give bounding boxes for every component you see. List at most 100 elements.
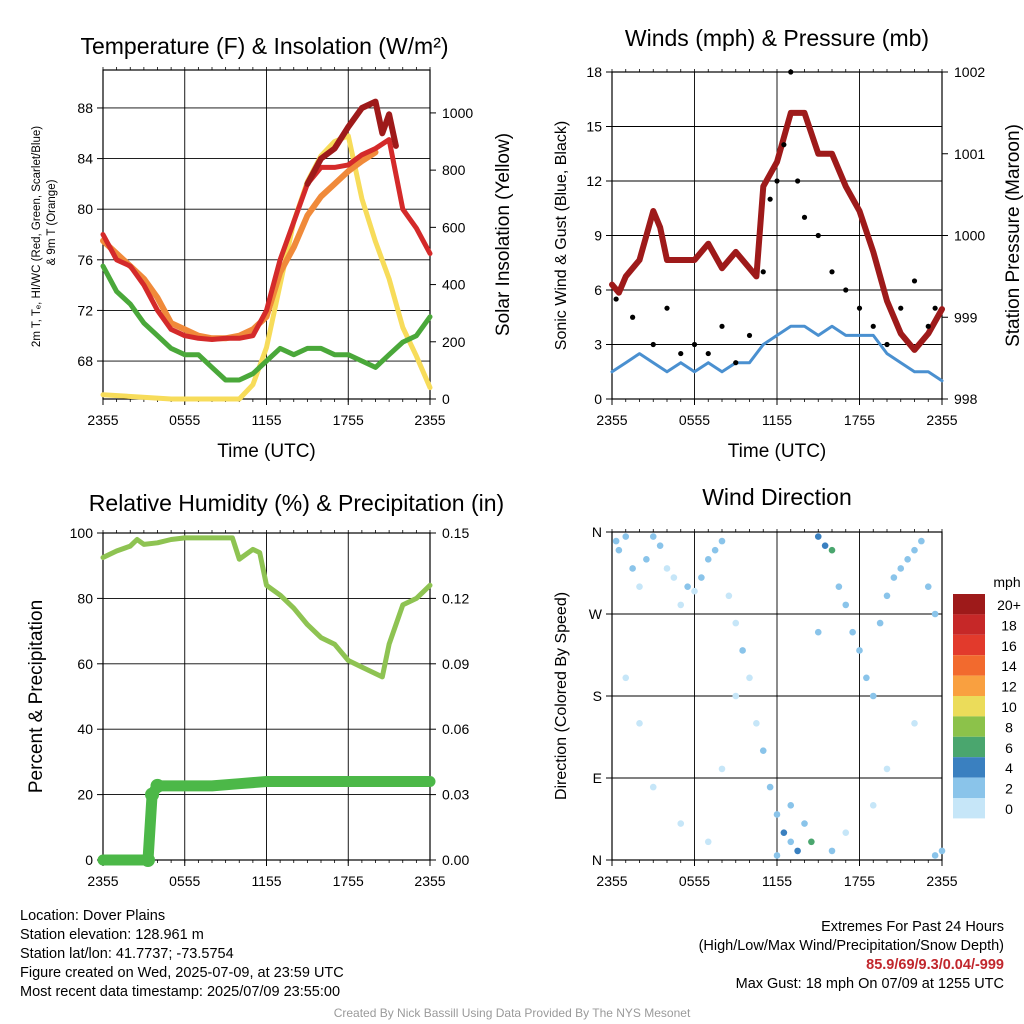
y-tick-label-left: S xyxy=(593,688,602,704)
direction-point xyxy=(849,628,856,636)
gust-point xyxy=(788,69,794,75)
x-tick-label: 1155 xyxy=(762,873,792,889)
gust-point xyxy=(884,341,890,348)
gust-point xyxy=(801,214,808,220)
x-axis-label: Time (UTC) xyxy=(217,441,316,462)
direction-point xyxy=(766,783,774,791)
y-tick-label-right: 0.15 xyxy=(442,525,469,541)
series-line-precipitation xyxy=(97,776,436,866)
legend-label: 12 xyxy=(1001,679,1017,695)
gust-point xyxy=(767,196,773,202)
direction-point xyxy=(842,601,850,609)
gust-point xyxy=(746,332,753,339)
direction-point xyxy=(649,783,657,791)
direction-point xyxy=(636,720,643,727)
series-line-2m-t xyxy=(100,137,433,342)
legend-label: 4 xyxy=(1005,760,1013,776)
direction-point xyxy=(931,852,939,859)
x-tick-label: 0555 xyxy=(679,873,710,889)
plot-frame xyxy=(102,532,431,861)
direction-point xyxy=(856,647,863,654)
y-tick-label-left: W xyxy=(589,606,603,622)
y-tick-label-right: 998 xyxy=(954,391,978,407)
x-tick-label: 1155 xyxy=(251,873,281,889)
direction-point xyxy=(787,802,795,809)
direction-point xyxy=(773,811,781,818)
x-tick-label: 0555 xyxy=(169,873,200,889)
series-line-td xyxy=(100,263,433,383)
y-axis-label-left: Direction (Colored By Speed) xyxy=(553,592,570,800)
legend-swatch xyxy=(953,696,985,717)
direction-point xyxy=(814,533,822,540)
direction-point xyxy=(911,720,918,727)
gust-point xyxy=(898,305,904,311)
legend-swatch xyxy=(953,777,985,798)
direction-point xyxy=(677,601,685,609)
y-tick-label-left: 12 xyxy=(586,173,602,189)
direction-point xyxy=(759,747,767,754)
figure-created: Figure created on Wed, 2025-07-09, at 23… xyxy=(20,965,344,981)
series-line-sonic-wind xyxy=(610,324,944,383)
extremes-summary: Extremes For Past 24 Hours (High/Low/Max… xyxy=(699,918,1004,994)
direction-point xyxy=(670,574,678,581)
x-tick-label: 1755 xyxy=(333,873,364,889)
x-tick-label: 0555 xyxy=(679,412,710,428)
legend-swatch xyxy=(953,655,985,676)
panel-title-humidity: Relative Humidity (%) & Precipitation (i… xyxy=(89,490,504,516)
gust-point xyxy=(856,305,863,311)
legend-swatch xyxy=(953,716,985,737)
y-tick-label-left: 80 xyxy=(77,201,93,217)
direction-point xyxy=(711,546,719,554)
gust-point xyxy=(870,323,876,329)
direction-point xyxy=(684,583,691,590)
direction-point xyxy=(622,674,630,682)
x-tick-label: 2355 xyxy=(87,412,118,428)
y-tick-label-right: 1001 xyxy=(954,146,985,162)
direction-point xyxy=(691,587,698,595)
direction-point xyxy=(739,647,746,654)
y-tick-label-right: 0.03 xyxy=(442,787,469,803)
y-tick-label-left: 9 xyxy=(594,228,602,244)
station-info: Location: Dover Plains Station elevation… xyxy=(20,907,344,1002)
direction-point xyxy=(835,583,843,590)
panel-title-winds: Winds (mph) & Pressure (mb) xyxy=(625,25,929,51)
direction-point xyxy=(828,546,836,554)
y-axis-label-right: Station Pressure (Maroon) xyxy=(1003,124,1024,347)
y-axis-label-left: Percent & Precipitation xyxy=(26,600,47,793)
y-tick-label-left: 15 xyxy=(586,119,602,135)
direction-point xyxy=(612,537,620,545)
y-tick-label-right: 0.00 xyxy=(442,852,469,868)
direction-point xyxy=(890,574,898,581)
direction-point xyxy=(911,546,918,554)
y-tick-label-left: N xyxy=(592,524,602,540)
y-tick-label-left: E xyxy=(593,770,602,786)
panel-2-frame: 2355 0555 1155 1755 2355 0 3 6 9 12 15 18 998 999 1000… xyxy=(586,64,985,428)
legend-title: mph xyxy=(993,574,1020,590)
plot-frame xyxy=(611,531,943,861)
y-tick-label-left: 3 xyxy=(594,337,602,353)
direction-point xyxy=(615,546,623,554)
x-tick-label: 2355 xyxy=(87,873,118,889)
direction-point xyxy=(938,847,946,855)
direction-point xyxy=(863,674,870,682)
legend-label: 6 xyxy=(1005,740,1013,756)
direction-point xyxy=(814,628,822,636)
y-tick-label-left: 18 xyxy=(586,64,602,80)
x-tick-label: 1155 xyxy=(251,412,281,428)
station-elevation: Station elevation: 128.961 m xyxy=(20,927,204,943)
precip-point xyxy=(140,853,155,867)
x-tick-label: 1155 xyxy=(762,412,792,428)
y-tick-label-left: 72 xyxy=(77,302,93,318)
direction-point xyxy=(897,565,905,572)
speed-legend: mph 20+ 18 16 14 12 10 8 6 4 2 0 xyxy=(953,574,1021,819)
direction-point xyxy=(801,820,808,827)
gust-point xyxy=(829,269,835,275)
series-line-9m-t xyxy=(100,149,379,342)
x-tick-label: 2355 xyxy=(414,412,445,428)
y-tick-label-right: 1000 xyxy=(954,228,985,244)
direction-point xyxy=(698,574,705,581)
y-tick-label-left: 40 xyxy=(77,721,93,737)
panel-4-frame: 2355 0555 1155 1755 2355 N E S W N xyxy=(589,524,958,889)
panel-title-wind-direction: Wind Direction xyxy=(702,484,852,510)
